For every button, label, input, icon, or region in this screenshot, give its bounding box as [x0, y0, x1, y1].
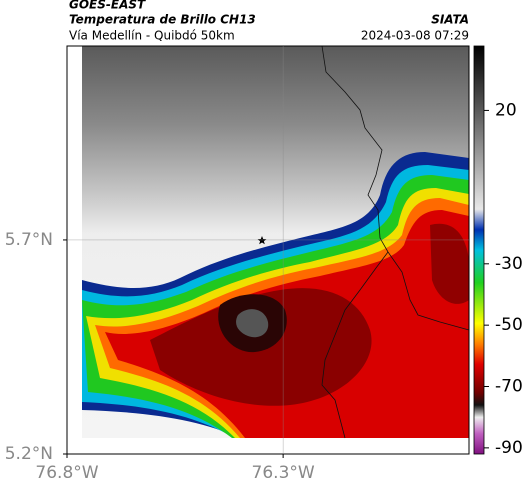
x-tick-label: 76.3°W — [252, 463, 315, 483]
colorbar-tick-label: -90 — [495, 438, 523, 458]
colorbar-tick-label: -30 — [495, 254, 523, 274]
timestamp: 2024-03-08 07:29 — [361, 29, 469, 43]
colorbar-tick-label: 20 — [495, 100, 517, 120]
y-tick-label: 5.2°N — [5, 444, 53, 464]
source: SIATA — [431, 13, 469, 27]
subtitle: Temperatura de Brillo CH13 — [69, 13, 256, 27]
map-frame — [66, 45, 470, 455]
map-image — [82, 46, 469, 438]
borders — [321, 45, 470, 439]
x-tick-label: 76.8°W — [35, 463, 98, 483]
y-tick-label: 5.7°N — [5, 230, 53, 250]
title: GOES-EAST — [69, 0, 146, 12]
colorbar-tick-label: -50 — [495, 315, 523, 335]
colorbar — [473, 45, 485, 455]
region: Vía Medellín - Quibdó 50km — [69, 29, 235, 43]
colorbar-tick-label: -70 — [495, 377, 523, 397]
